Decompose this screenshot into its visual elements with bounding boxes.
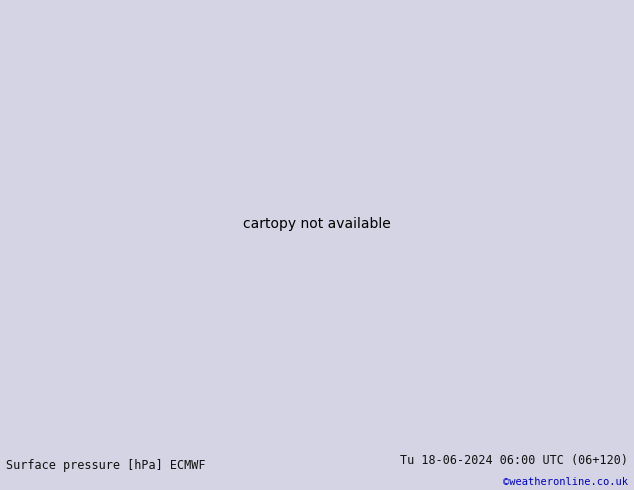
- Text: ©weatheronline.co.uk: ©weatheronline.co.uk: [503, 477, 628, 487]
- Text: Tu 18-06-2024 06:00 UTC (06+120): Tu 18-06-2024 06:00 UTC (06+120): [399, 454, 628, 467]
- Text: Surface pressure [hPa] ECMWF: Surface pressure [hPa] ECMWF: [6, 459, 206, 471]
- Text: cartopy not available: cartopy not available: [243, 217, 391, 231]
